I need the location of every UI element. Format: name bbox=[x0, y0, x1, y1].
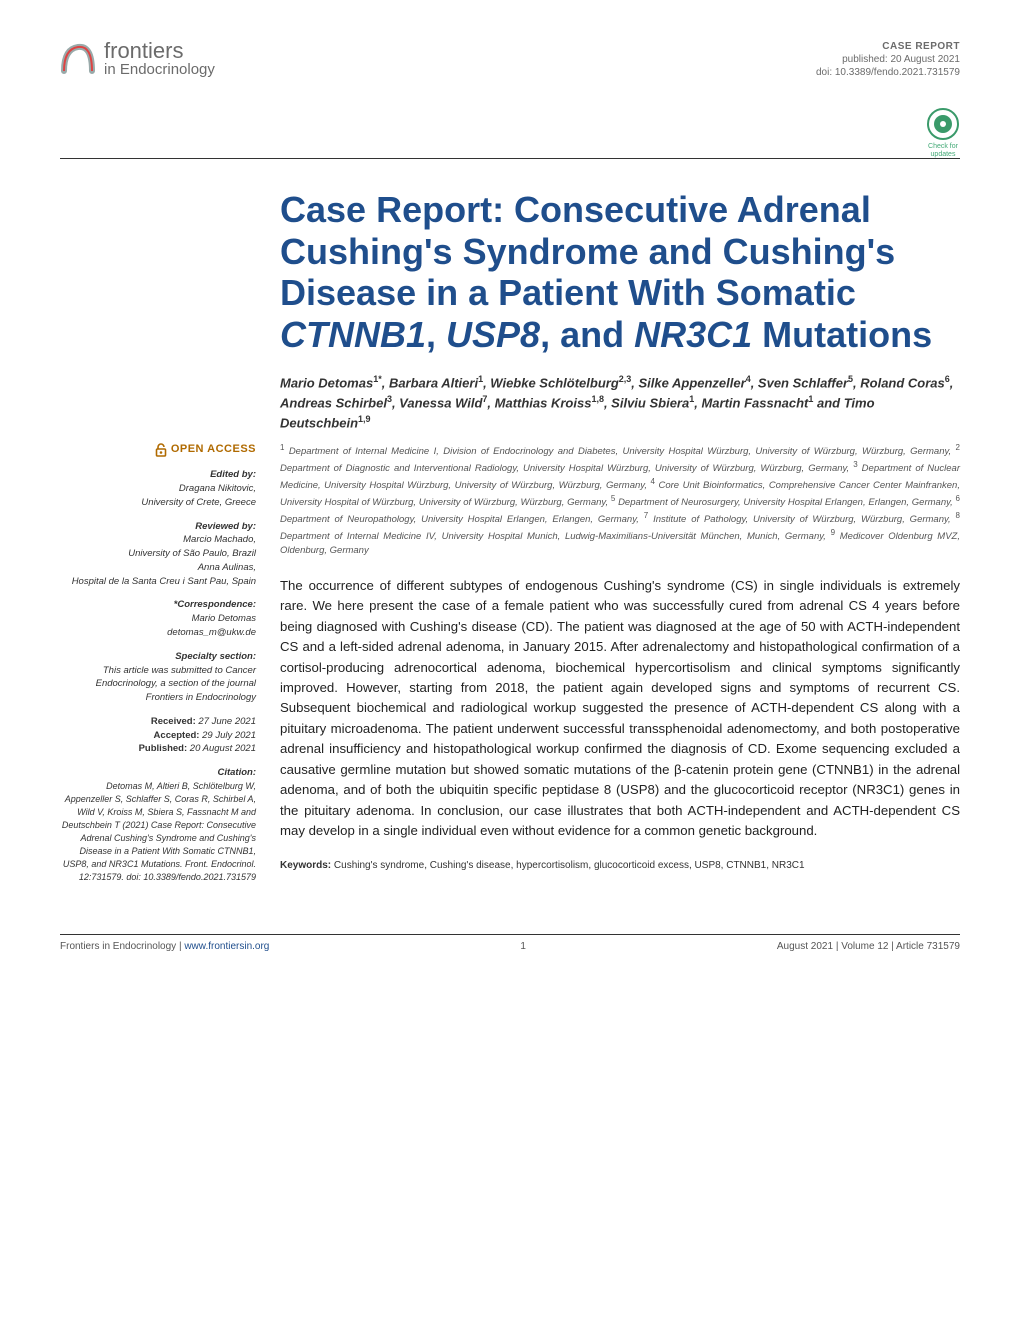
reviewer-1-name: Marcio Machado, bbox=[60, 533, 256, 547]
received-label: Received: bbox=[151, 716, 196, 727]
article-sidebar: OPEN ACCESS Edited by: Dragana Nikitovic… bbox=[60, 442, 256, 884]
specialty-text: This article was submitted to Cancer End… bbox=[60, 664, 256, 705]
reviewer-2-affiliation: Hospital de la Santa Creu i Sant Pau, Sp… bbox=[60, 575, 256, 589]
footer-page-number: 1 bbox=[520, 941, 526, 952]
reviewer-2-name: Anna Aulinas, bbox=[60, 561, 256, 575]
authors-list: Mario Detomas1*, Barbara Altieri1, Wiebk… bbox=[280, 373, 960, 432]
page-header: frontiers in Endocrinology CASE REPORT p… bbox=[60, 40, 960, 79]
correspondence-name: Mario Detomas bbox=[60, 612, 256, 626]
footer-right: August 2021 | Volume 12 | Article 731579 bbox=[777, 941, 960, 952]
article-title: Case Report: Consecutive Adrenal Cushing… bbox=[280, 189, 960, 355]
correspondence-email[interactable]: detomas_m@ukw.de bbox=[60, 626, 256, 640]
footer-divider bbox=[60, 934, 960, 935]
title-line: Case Report: Consecutive Adrenal Cushing… bbox=[280, 189, 932, 354]
journal-logo: frontiers in Endocrinology bbox=[60, 40, 215, 77]
correspondence-label: *Correspondence: bbox=[60, 598, 256, 612]
footer-left: Frontiers in Endocrinology | www.frontie… bbox=[60, 941, 269, 952]
dates-block: Received: 27 June 2021 Accepted: 29 July… bbox=[60, 715, 256, 756]
reviewed-by-label: Reviewed by: bbox=[60, 520, 256, 534]
doi: doi: 10.3389/fendo.2021.731579 bbox=[816, 66, 960, 79]
open-access-icon bbox=[155, 443, 167, 457]
citation-text: Detomas M, Altieri B, Schlötelburg W, Ap… bbox=[60, 780, 256, 884]
footer-url[interactable]: www.frontiersin.org bbox=[184, 941, 269, 952]
main-column: 1 Department of Internal Medicine I, Div… bbox=[280, 442, 960, 884]
citation-label: Citation: bbox=[60, 766, 256, 780]
open-access-badge: OPEN ACCESS bbox=[60, 442, 256, 458]
published-label: Published: bbox=[139, 743, 188, 754]
check-updates-label-2: updates bbox=[926, 151, 960, 159]
check-updates-badge[interactable]: Check for updates bbox=[926, 107, 960, 158]
abstract-text: The occurrence of different subtypes of … bbox=[280, 576, 960, 842]
accepted-value: 29 July 2021 bbox=[202, 730, 256, 741]
received-value: 27 June 2021 bbox=[198, 716, 256, 727]
editor-affiliation: University of Crete, Greece bbox=[60, 496, 256, 510]
article-type: CASE REPORT bbox=[816, 40, 960, 53]
specialty-label: Specialty section: bbox=[60, 650, 256, 664]
keywords-label: Keywords: bbox=[280, 860, 331, 871]
accepted-label: Accepted: bbox=[154, 730, 200, 741]
check-updates-label-1: Check for bbox=[926, 143, 960, 151]
published-date: published: 20 August 2021 bbox=[816, 53, 960, 66]
affiliations: 1 Department of Internal Medicine I, Div… bbox=[280, 442, 960, 557]
keywords-line: Keywords: Cushing's syndrome, Cushing's … bbox=[280, 858, 960, 874]
edited-by-label: Edited by: bbox=[60, 468, 256, 482]
open-access-label: OPEN ACCESS bbox=[171, 442, 256, 458]
journal-name: in Endocrinology bbox=[104, 62, 215, 77]
reviewer-1-affiliation: University of São Paulo, Brazil bbox=[60, 547, 256, 561]
editor-name: Dragana Nikitovic, bbox=[60, 482, 256, 496]
frontiers-logo-icon bbox=[60, 41, 96, 77]
page-footer: Frontiers in Endocrinology | www.frontie… bbox=[60, 941, 960, 952]
brand-name: frontiers bbox=[104, 40, 215, 62]
keywords-values: Cushing's syndrome, Cushing's disease, h… bbox=[334, 860, 805, 871]
published-value: 20 August 2021 bbox=[190, 743, 256, 754]
header-meta: CASE REPORT published: 20 August 2021 do… bbox=[816, 40, 960, 79]
check-updates-icon bbox=[926, 107, 960, 141]
footer-left-prefix: Frontiers in Endocrinology | bbox=[60, 941, 184, 952]
header-divider bbox=[60, 158, 960, 159]
